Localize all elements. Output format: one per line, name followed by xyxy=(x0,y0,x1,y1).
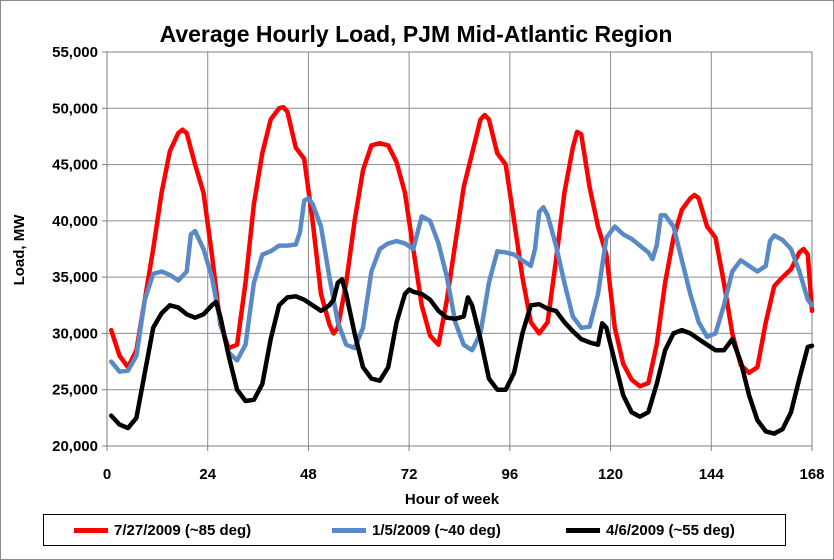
x-tick-label: 168 xyxy=(799,466,824,483)
legend-item-jul: 7/27/2009 (~85 deg) xyxy=(74,515,251,545)
y-tick-label: 40,000 xyxy=(52,213,98,230)
legend-item-apr: 4/6/2009 (~55 deg) xyxy=(566,515,735,545)
plot-area xyxy=(106,51,813,447)
x-tick-label: 0 xyxy=(103,466,111,483)
legend-label: 4/6/2009 (~55 deg) xyxy=(606,521,735,539)
legend-label: 1/5/2009 (~40 deg) xyxy=(372,521,501,539)
x-axis-label: Hour of week xyxy=(405,491,500,508)
legend-swatch xyxy=(332,527,366,533)
y-tick-label: 30,000 xyxy=(52,325,98,342)
legend: 7/27/2009 (~85 deg) 1/5/2009 (~40 deg) 4… xyxy=(43,514,786,546)
chart-title: Average Hourly Load, PJM Mid-Atlantic Re… xyxy=(160,21,673,47)
x-tick-label: 96 xyxy=(502,466,519,483)
x-axis: 0 24 48 72 96 120 144 168 xyxy=(103,446,825,483)
y-tick-label: 45,000 xyxy=(52,157,98,174)
x-tick-label: 120 xyxy=(598,466,623,483)
legend-item-jan: 1/5/2009 (~40 deg) xyxy=(332,515,501,545)
series-line-apr xyxy=(108,277,815,436)
legend-swatch xyxy=(74,527,108,533)
y-tick-label: 20,000 xyxy=(52,438,98,455)
y-axis-label: Load, MW xyxy=(11,214,28,286)
y-axis: 20,000 25,000 30,000 35,000 40,000 45,000 50,0… xyxy=(52,44,107,455)
y-tick-label: 25,000 xyxy=(52,382,98,399)
legend-swatch xyxy=(566,527,600,533)
y-tick-label: 50,000 xyxy=(52,100,98,117)
x-tick-label: 24 xyxy=(199,466,216,483)
series-lines xyxy=(108,104,815,436)
legend-label: 7/27/2009 (~85 deg) xyxy=(114,521,252,539)
x-tick-label: 144 xyxy=(699,466,725,483)
series-line-jan xyxy=(108,196,815,374)
x-tick-label: 48 xyxy=(300,466,317,483)
y-tick-label: 55,000 xyxy=(52,44,98,61)
y-tick-label: 35,000 xyxy=(52,269,98,286)
gridlines xyxy=(107,51,812,447)
series-line-jul xyxy=(108,104,815,389)
x-tick-label: 72 xyxy=(401,466,418,483)
